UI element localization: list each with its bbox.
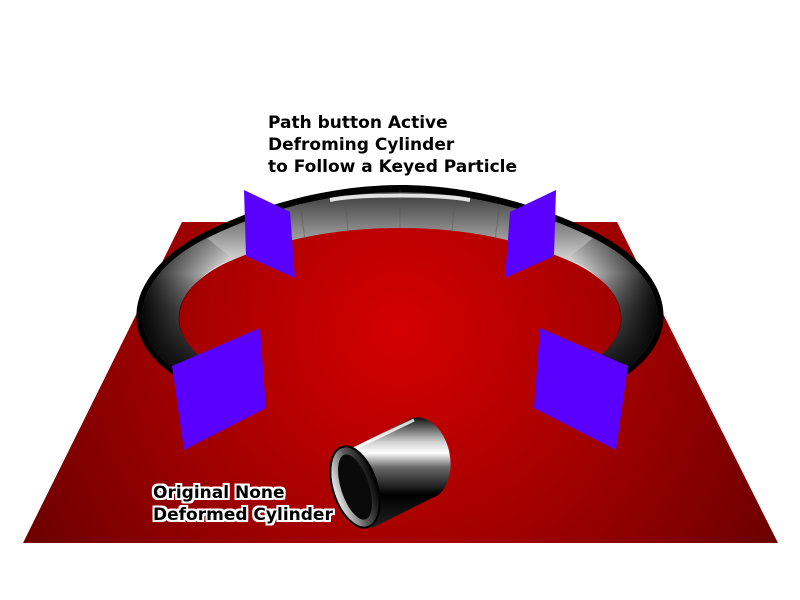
- caption-line: Defroming Cylinder: [268, 135, 455, 155]
- keyframe-plane-bottom-left: [172, 328, 266, 450]
- keyframe-planes: [172, 190, 628, 450]
- caption-line: Deformed Cylinder: [153, 505, 333, 525]
- original-cylinder-caption: Original None Deformed Cylinder: [153, 482, 333, 526]
- caption-line: to Follow a Keyed Particle: [268, 157, 518, 177]
- floor-plane: [23, 222, 778, 543]
- original-cylinder: [329, 417, 451, 529]
- deformed-cylinder-caption: Path button Active Defroming Cylinder to…: [268, 112, 517, 178]
- keyframe-plane-top-left: [244, 190, 295, 278]
- caption-line: Path button Active: [268, 113, 448, 133]
- keyframe-plane-bottom-right: [534, 328, 628, 450]
- keyframe-plane-top-right: [505, 190, 556, 278]
- caption-line: Original None: [153, 483, 285, 503]
